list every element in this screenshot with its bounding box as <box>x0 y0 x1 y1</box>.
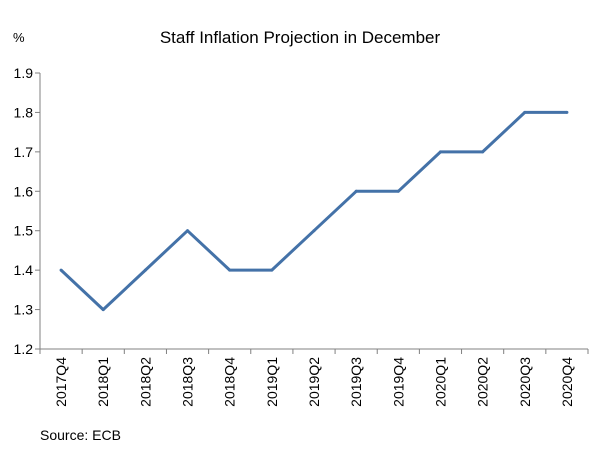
y-axis-unit: % <box>13 30 25 45</box>
series-group <box>59 110 569 312</box>
source-note: Source: ECB <box>40 427 121 443</box>
y-tick-label: 1.9 <box>14 65 34 81</box>
data-point <box>565 110 569 114</box>
axes <box>39 73 588 350</box>
x-tick-label: 2018Q4 <box>222 357 238 407</box>
x-tick-label: 2017Q4 <box>53 357 69 407</box>
data-point <box>143 268 147 272</box>
chart-title: Staff Inflation Projection in December <box>160 28 441 47</box>
data-point <box>312 229 316 233</box>
x-tick-label: 2019Q1 <box>264 357 280 407</box>
y-tick-label: 1.7 <box>14 144 34 160</box>
data-point <box>354 189 358 193</box>
data-point <box>481 150 485 154</box>
x-tick-label: 2019Q2 <box>306 357 322 407</box>
data-point <box>101 308 105 312</box>
x-tick-label: 2018Q2 <box>137 357 153 407</box>
x-axis-ticks: 2017Q4 2018Q1 2018Q2 2018Q3 2018Q4 2019Q1 2019… <box>39 349 589 407</box>
y-tick-label: 1.8 <box>14 104 34 120</box>
x-tick-label: 2018Q1 <box>95 357 111 407</box>
data-point <box>396 189 400 193</box>
x-tick-label: 2018Q3 <box>180 357 196 407</box>
x-tick-label: 2019Q3 <box>348 357 364 407</box>
x-tick-label: 2020Q1 <box>432 357 448 407</box>
y-tick-label: 1.3 <box>14 302 34 318</box>
x-tick-label: 2020Q4 <box>559 357 575 407</box>
data-point <box>270 268 274 272</box>
y-tick-label: 1.4 <box>14 262 34 278</box>
x-tick-label: 2020Q3 <box>517 357 533 407</box>
x-tick-label: 2019Q4 <box>390 357 406 407</box>
y-tick-label: 1.5 <box>14 223 34 239</box>
data-point <box>438 150 442 154</box>
y-axis-ticks: 1.2 1.3 1.4 1.5 1.6 1.7 1.8 1.9 <box>14 65 40 357</box>
data-point <box>228 268 232 272</box>
series-line <box>60 110 567 312</box>
data-point <box>186 229 190 233</box>
data-point <box>523 110 527 114</box>
y-tick-label: 1.2 <box>14 341 34 357</box>
data-point <box>59 268 63 272</box>
x-tick-label: 2020Q2 <box>475 357 491 407</box>
y-tick-label: 1.6 <box>14 183 34 199</box>
